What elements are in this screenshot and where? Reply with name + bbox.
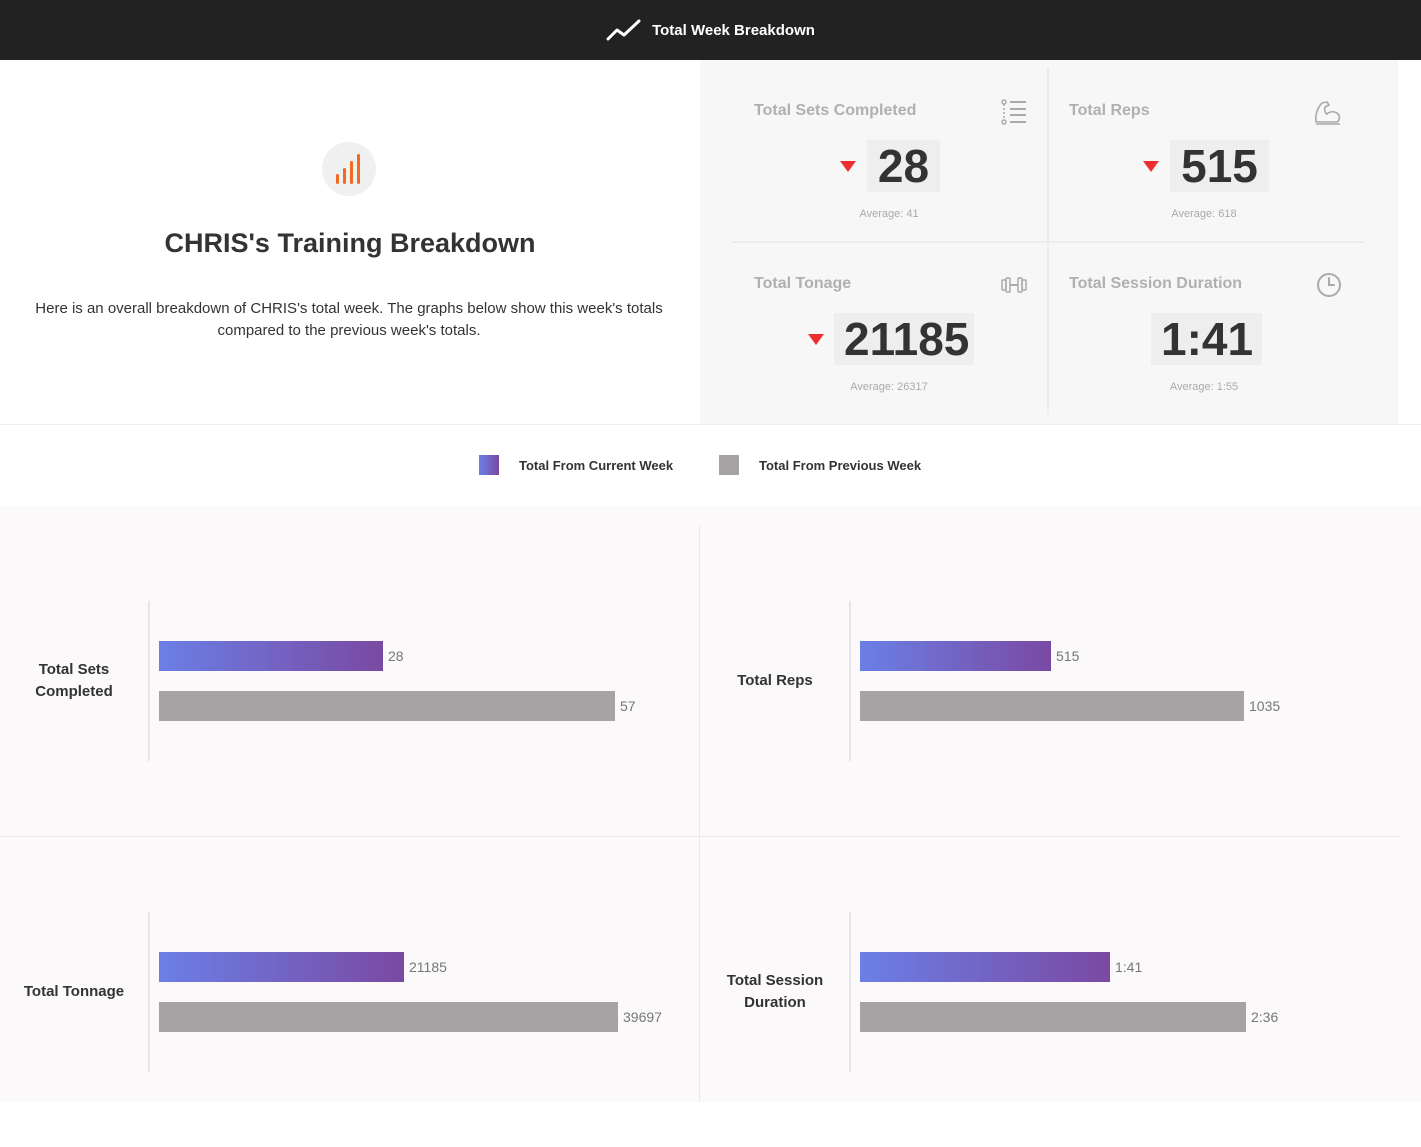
stat-value: 21185 bbox=[834, 313, 974, 365]
down-arrow-icon bbox=[808, 334, 824, 345]
charts-area: Total Sets Completed 28 57 Total Reps 51… bbox=[0, 506, 1421, 1102]
intro-title: CHRIS's Training Breakdown bbox=[164, 228, 536, 258]
bar-value-label-previous: 57 bbox=[620, 698, 636, 714]
stat-average: Average: 41 bbox=[859, 208, 919, 220]
top-bar: Total Week Breakdown bbox=[0, 0, 1421, 60]
bar-value-label-current: 21185 bbox=[409, 959, 447, 975]
chart-title: Total Tonnage bbox=[23, 983, 125, 1000]
legend-label-current: Total From Current Week bbox=[519, 457, 674, 473]
bar-current bbox=[159, 952, 404, 982]
bar-previous bbox=[860, 1002, 1246, 1032]
bar-value-label-current: 28 bbox=[388, 648, 404, 664]
flexed-arm-icon bbox=[1313, 98, 1343, 131]
legend-item-current: Total From Current Week bbox=[479, 455, 673, 475]
chart-panel-sets: Total Sets Completed 28 57 bbox=[0, 526, 698, 836]
chart-title: Total Session Duration bbox=[726, 972, 824, 1011]
bar-previous bbox=[159, 691, 615, 721]
stat-card-sets: Total Sets Completed 28 Average: 41 bbox=[732, 70, 1046, 240]
chart-axis bbox=[148, 912, 150, 1072]
bar-current bbox=[860, 952, 1110, 982]
stat-label: Total Reps bbox=[1069, 102, 1150, 119]
stat-label: Total Sets Completed bbox=[754, 102, 917, 119]
chart-axis bbox=[849, 601, 851, 761]
stat-value: 28 bbox=[867, 140, 940, 192]
down-arrow-icon bbox=[840, 161, 856, 172]
list-icon bbox=[1000, 98, 1028, 131]
stat-label: Total Tonage bbox=[754, 275, 852, 292]
intro-section: CHRIS's Training Breakdown Here is an ov… bbox=[0, 60, 700, 424]
stat-value: 1:41 bbox=[1151, 313, 1262, 365]
legend-swatch-previous bbox=[719, 455, 739, 475]
stats-grid: Total Sets Completed 28 Average: 41 Tota… bbox=[700, 60, 1398, 424]
bar-previous bbox=[159, 1002, 618, 1032]
stat-label: Total Session Duration bbox=[1069, 275, 1243, 292]
bar-value-label-previous: 1035 bbox=[1249, 698, 1281, 714]
intro-description: Here is an overall breakdown of CHRIS's … bbox=[35, 300, 663, 339]
down-arrow-icon bbox=[1143, 161, 1159, 172]
chart-panel-duration: Total Session Duration 1:41 2:36 bbox=[701, 837, 1399, 1147]
page-title: Total Week Breakdown bbox=[652, 21, 815, 39]
stat-average: Average: 618 bbox=[1171, 208, 1237, 220]
stat-average: Average: 1:55 bbox=[1169, 381, 1239, 393]
bar-value-label-previous: 39697 bbox=[623, 1009, 662, 1025]
bar-current bbox=[860, 641, 1051, 671]
stat-average: Average: 26317 bbox=[850, 381, 928, 393]
bar-value-label-previous: 2:36 bbox=[1251, 1009, 1279, 1025]
bar-current bbox=[159, 641, 383, 671]
bar-value-label-current: 515 bbox=[1056, 648, 1080, 664]
legend-swatch-current bbox=[479, 455, 499, 475]
charts-divider-vertical bbox=[699, 526, 700, 1102]
clock-icon bbox=[1315, 271, 1343, 304]
chart-axis bbox=[148, 601, 150, 761]
charts-divider-horizontal bbox=[0, 836, 1400, 837]
chart-axis bbox=[849, 912, 851, 1072]
bar-previous bbox=[860, 691, 1244, 721]
stat-card-reps: Total Reps 515 Average: 618 bbox=[1047, 70, 1361, 240]
stats-divider-horizontal bbox=[732, 241, 1364, 243]
bar-value-label-current: 1:41 bbox=[1115, 959, 1143, 975]
chart-legend: Total From Current Week Total From Previ… bbox=[0, 424, 1421, 507]
stat-card-tonage: Total Tonage 21185 Average: 26317 bbox=[732, 243, 1046, 413]
chart-title: Total Sets Completed bbox=[35, 661, 113, 700]
chart-title: Total Reps bbox=[737, 672, 813, 689]
trend-line-icon bbox=[606, 19, 641, 41]
chart-panel-reps: Total Reps 515 1035 bbox=[701, 526, 1399, 836]
legend-item-previous: Total From Previous Week bbox=[719, 455, 921, 475]
stat-card-duration: Total Session Duration 1:41 Average: 1:5… bbox=[1047, 243, 1361, 413]
stat-value: 515 bbox=[1170, 140, 1269, 192]
bar-chart-icon bbox=[322, 142, 376, 196]
dumbbell-icon bbox=[1000, 271, 1028, 304]
legend-label-previous: Total From Previous Week bbox=[759, 457, 922, 473]
chart-panel-tonnage: Total Tonnage 21185 39697 bbox=[0, 837, 698, 1147]
